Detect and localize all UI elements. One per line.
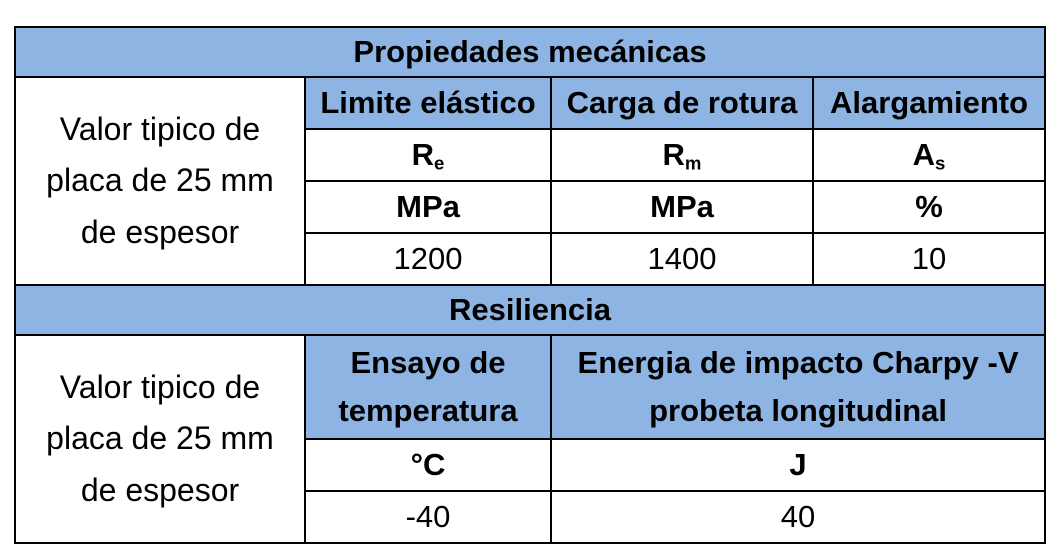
header-charpy-impact-energy: Energia de impacto Charpy -V probeta lon… (549, 334, 1047, 440)
row-label-line-3: de espesor (80, 471, 240, 508)
symbol-tensile-strength: Rm (550, 128, 814, 182)
resilience-title: Resiliencia (13, 284, 1047, 336)
unit-impact-energy: J (549, 438, 1047, 492)
value-impact-energy: 40 (549, 490, 1047, 544)
row-label-line-2: placa de 25 mm (46, 162, 274, 199)
header-test-temperature: Ensayo de temperatura (304, 334, 552, 440)
value-test-temperature: -40 (304, 490, 552, 544)
mechanical-row-label: Valor tipico de placa de 25 mm de espeso… (14, 76, 306, 286)
unit-test-temperature: °C (304, 438, 552, 492)
unit-yield-strength: MPa (304, 180, 552, 234)
row-label-line-2: placa de 25 mm (46, 420, 274, 457)
row-label-line-3: de espesor (80, 213, 240, 250)
properties-table: Propiedades mecánicas Valor tipico de pl… (13, 26, 1047, 544)
symbol-elongation: As (811, 128, 1047, 182)
header-elongation: Alargamiento (811, 76, 1047, 130)
row-label-line-1: Valor tipico de (59, 111, 261, 148)
row-label-line-1: Valor tipico de (59, 369, 261, 406)
properties-table-container: Propiedades mecánicas Valor tipico de pl… (13, 26, 1047, 544)
header-tensile-strength: Carga de rotura (550, 76, 814, 130)
value-elongation: 10 (811, 232, 1047, 286)
unit-tensile-strength: MPa (550, 180, 814, 234)
header-yield-strength: Limite elástico (304, 76, 552, 130)
resilience-row-label: Valor tipico de placa de 25 mm de espeso… (14, 334, 306, 544)
symbol-yield-strength: Re (304, 128, 552, 182)
unit-elongation: % (811, 180, 1047, 234)
mechanical-properties-title: Propiedades mecánicas (13, 26, 1047, 78)
value-yield-strength: 1200 (304, 232, 552, 286)
value-tensile-strength: 1400 (550, 232, 814, 286)
